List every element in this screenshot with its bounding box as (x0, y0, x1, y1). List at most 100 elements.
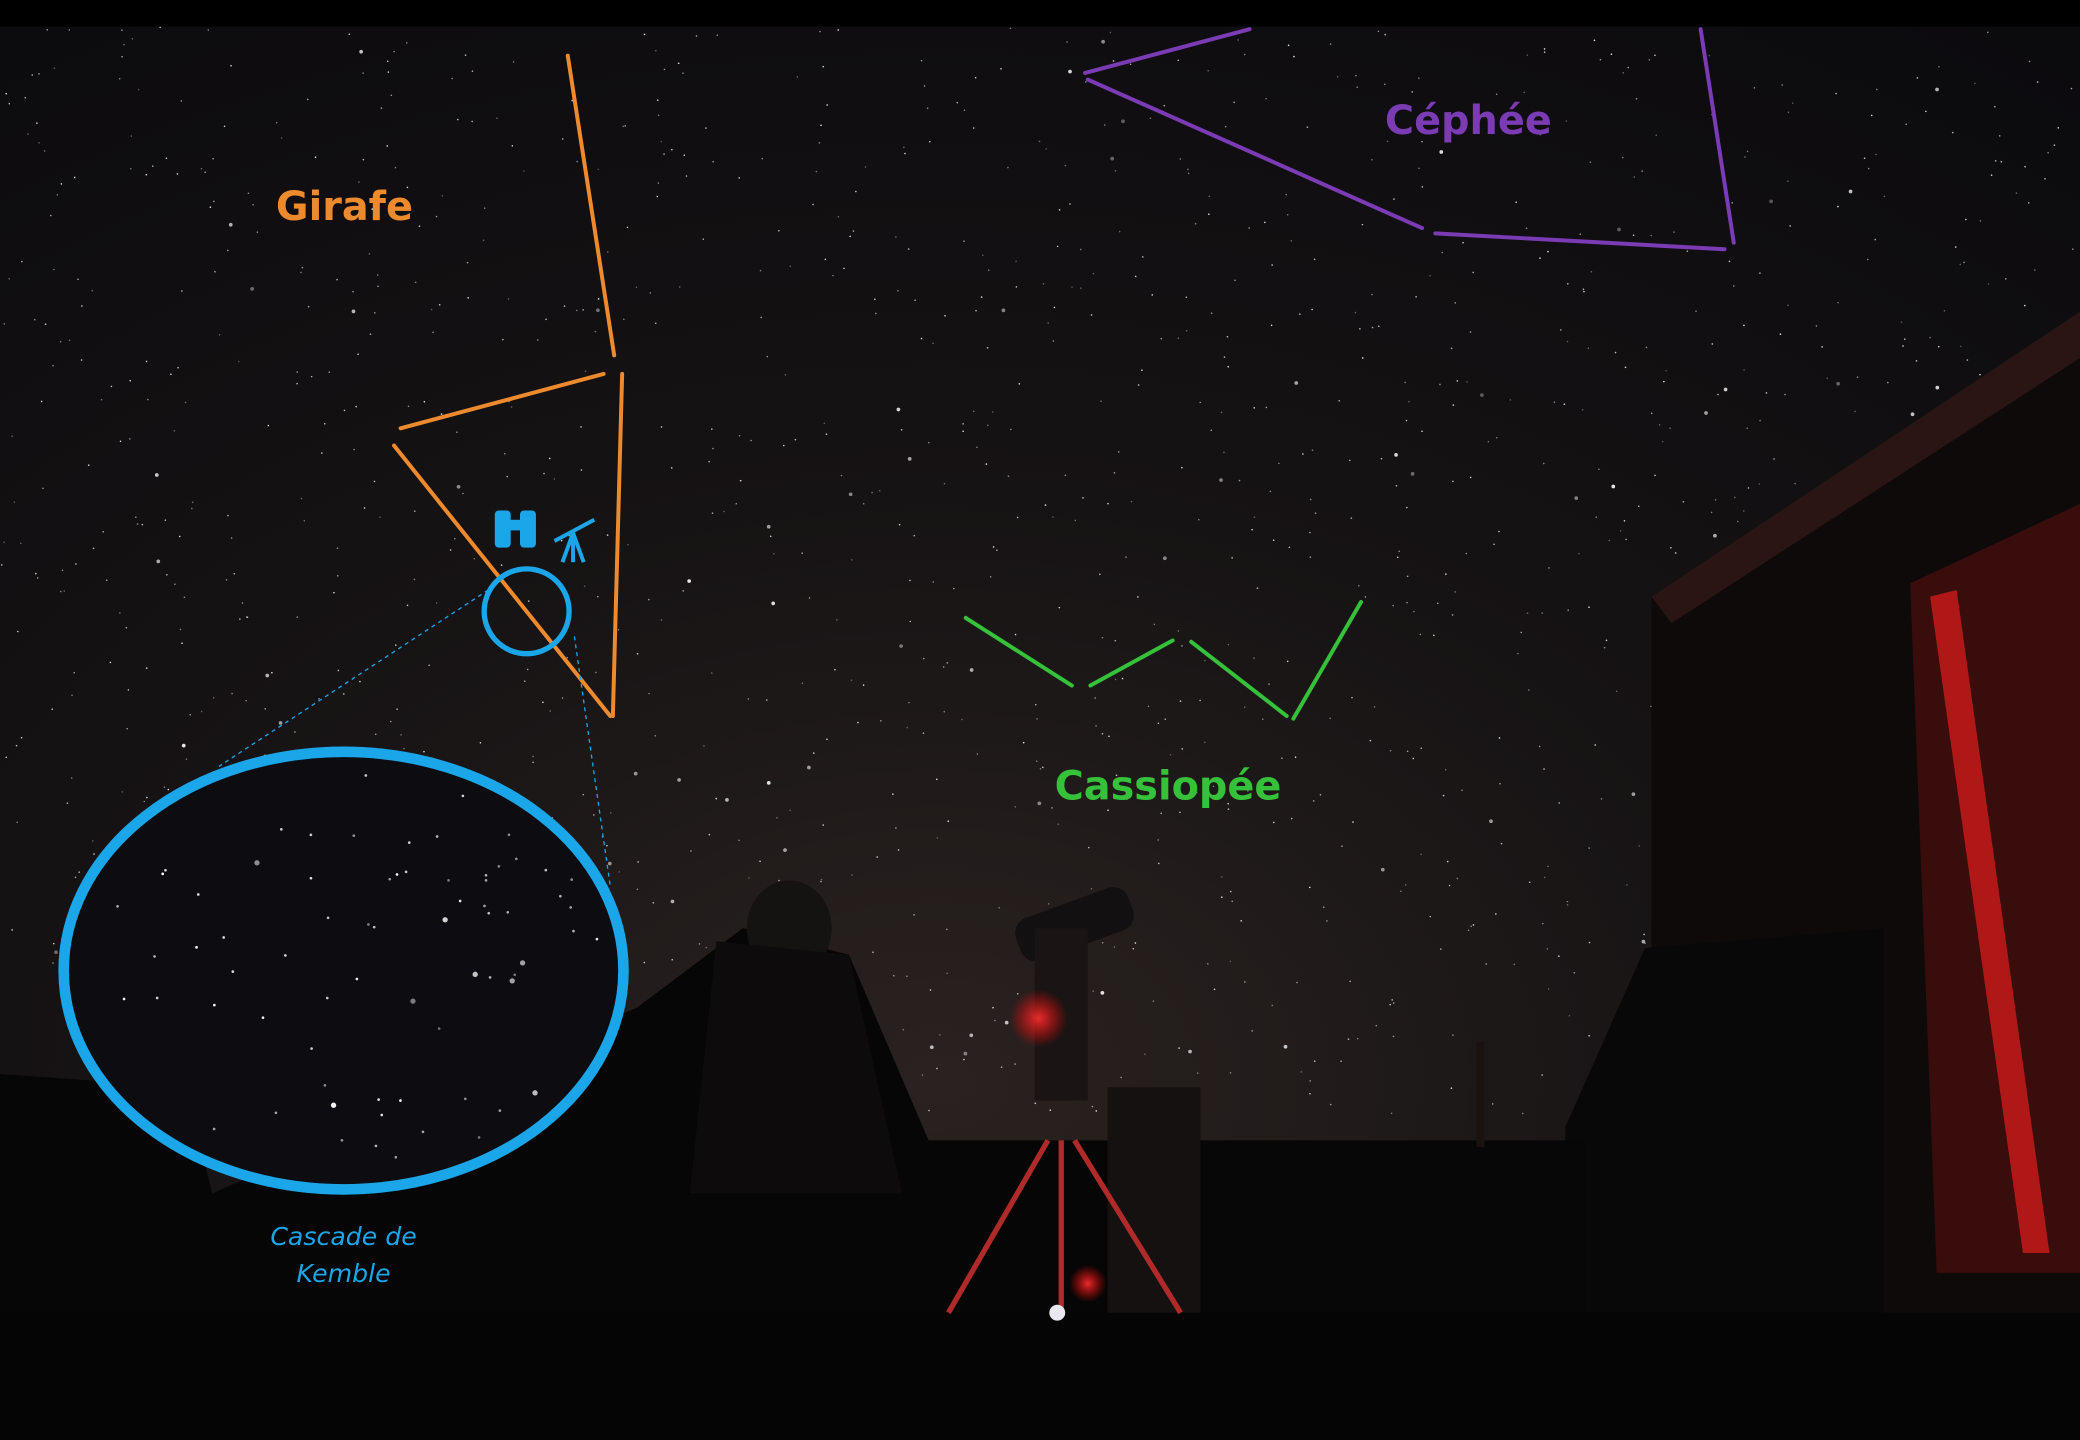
star (119, 440, 122, 443)
star (1392, 1035, 1395, 1038)
star (1294, 381, 1299, 385)
star (1185, 329, 1188, 332)
star (1528, 881, 1531, 884)
star (296, 616, 299, 618)
star (1336, 75, 1339, 78)
star (52, 962, 54, 964)
star (461, 794, 465, 798)
star (566, 656, 569, 659)
star (907, 457, 912, 461)
star (705, 946, 708, 949)
star (1058, 606, 1061, 609)
star (655, 49, 657, 52)
star (1290, 817, 1293, 820)
star (1134, 942, 1137, 944)
star (1645, 346, 1648, 349)
star (648, 692, 650, 695)
star (1543, 48, 1546, 50)
star (1265, 97, 1267, 100)
star (135, 516, 137, 518)
star (130, 135, 133, 137)
star (1042, 766, 1044, 769)
star (1623, 520, 1626, 522)
star (678, 286, 681, 288)
star (500, 564, 503, 566)
star (1465, 552, 1468, 555)
star (1509, 399, 1512, 401)
star (1234, 279, 1236, 282)
star (2000, 160, 2003, 163)
star (1553, 401, 1556, 403)
star (265, 673, 270, 678)
star (597, 298, 600, 300)
star (1627, 66, 1630, 69)
star (1419, 633, 1422, 636)
star (849, 235, 851, 238)
star (1456, 877, 1459, 880)
star (989, 576, 992, 578)
star (80, 359, 83, 361)
star (74, 876, 77, 879)
star (765, 699, 768, 701)
star (1951, 131, 1954, 134)
star (794, 438, 797, 441)
star (164, 519, 167, 521)
star (1733, 285, 1735, 287)
star (920, 59, 923, 62)
star (893, 974, 895, 977)
star (1588, 847, 1590, 849)
star (483, 207, 486, 209)
star (1178, 1047, 1180, 1049)
star (274, 1111, 278, 1115)
star (1526, 612, 1529, 614)
star (1149, 117, 1152, 120)
star (1444, 768, 1447, 771)
star (1237, 39, 1240, 41)
star (855, 190, 857, 193)
star (735, 502, 738, 505)
star (1199, 699, 1201, 702)
star (643, 961, 646, 964)
star (506, 475, 508, 478)
star (296, 382, 298, 385)
star (2070, 87, 2073, 90)
star (820, 878, 823, 881)
star (73, 671, 76, 674)
star (1110, 156, 1115, 161)
star (11, 435, 13, 437)
star (1635, 97, 1638, 100)
star (123, 43, 125, 46)
star (1396, 556, 1399, 559)
star (343, 693, 345, 695)
star (944, 314, 946, 317)
star (1631, 792, 1636, 797)
star (1047, 322, 1049, 324)
star (1579, 233, 1582, 236)
star (1288, 546, 1291, 549)
star (986, 346, 989, 349)
star (1583, 290, 1585, 293)
star (91, 289, 94, 292)
star (1392, 604, 1394, 607)
star (878, 489, 881, 492)
star (1994, 105, 1996, 108)
star (992, 1006, 994, 1009)
star (716, 34, 719, 36)
star (1114, 170, 1117, 172)
girafe-lines (391, 53, 625, 719)
star (484, 873, 488, 877)
star (850, 679, 853, 682)
star (1103, 124, 1106, 126)
star (823, 422, 826, 425)
star (1052, 340, 1055, 342)
star (840, 474, 843, 477)
star (1442, 794, 1445, 797)
star (1243, 53, 1246, 56)
star (991, 411, 994, 413)
star (176, 173, 179, 175)
star (376, 274, 379, 276)
star (819, 30, 821, 33)
star (463, 1097, 467, 1101)
star (1644, 942, 1647, 945)
star (1221, 876, 1223, 878)
